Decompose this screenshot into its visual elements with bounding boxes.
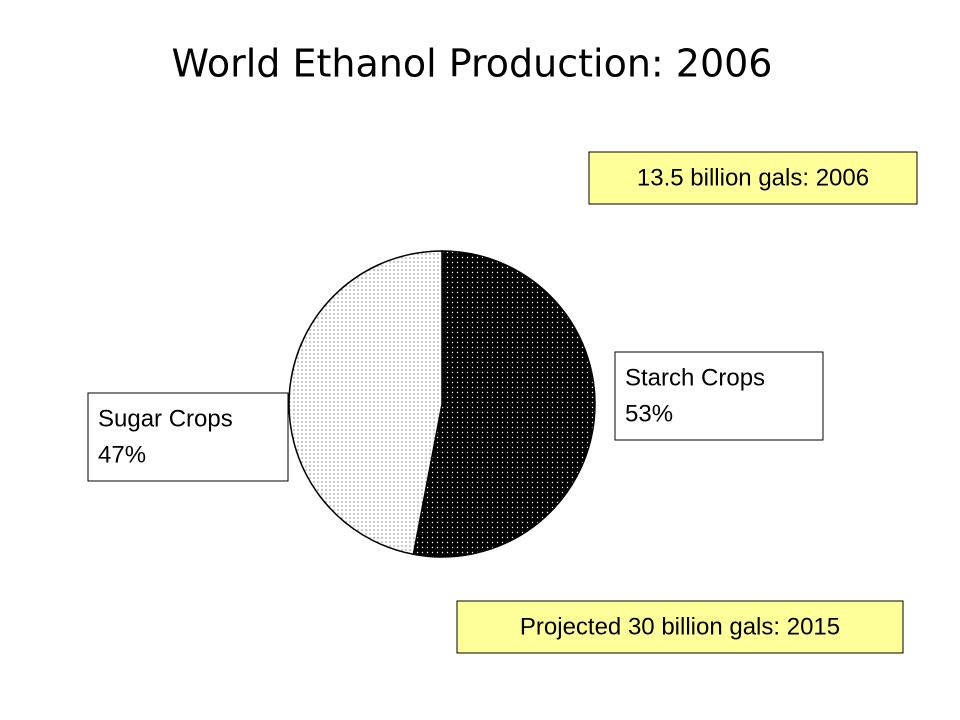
annotation: Projected 30 billion gals: 2015	[520, 613, 840, 640]
value-label: 53%	[625, 400, 673, 427]
pie-slice	[288, 250, 443, 556]
label-box	[614, 351, 824, 441]
annotation-box	[588, 151, 918, 205]
annotation-box	[456, 600, 904, 654]
value-label: 47%	[98, 441, 146, 468]
chart-title: World Ethanol Production: 2006	[172, 42, 773, 86]
annotation: 13.5 billion gals: 2006	[637, 164, 869, 191]
category-label: Starch Crops	[625, 364, 765, 391]
category-label: Sugar Crops	[98, 405, 233, 432]
pie-slice	[412, 250, 596, 558]
label-box	[87, 392, 289, 482]
